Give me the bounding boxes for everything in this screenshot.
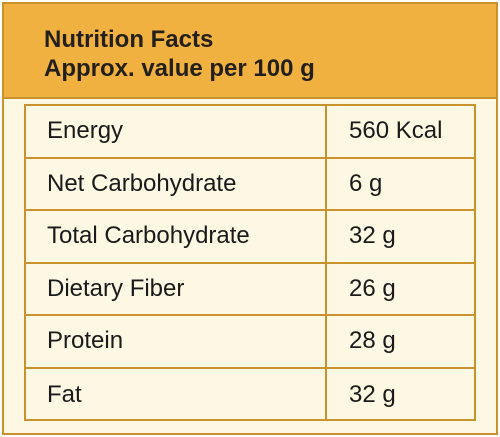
nutrient-name: Net Carbohydrate bbox=[26, 158, 327, 209]
nutrition-header: Nutrition Facts Approx. value per 100 g bbox=[4, 4, 496, 99]
nutrient-name: Energy bbox=[26, 106, 327, 157]
nutrient-value: 32 g bbox=[349, 380, 396, 408]
nutrient-value: 26 g bbox=[349, 274, 396, 302]
nutrient-value: 28 g bbox=[349, 327, 396, 355]
nutrition-title: Nutrition Facts bbox=[44, 26, 214, 53]
table-row: Energy 560 Kcal bbox=[26, 106, 474, 159]
nutrient-name: Fat bbox=[26, 368, 327, 421]
nutrient-value: 560 Kcal bbox=[349, 117, 443, 145]
nutrient-value: 6 g bbox=[349, 169, 383, 197]
table-row: Protein 28 g bbox=[26, 316, 474, 369]
table-row: Dietary Fiber 26 g bbox=[26, 263, 474, 316]
nutrition-table: Energy 560 Kcal Net Carbohydrate 6 g Tot… bbox=[24, 104, 476, 421]
table-row: Total Carbohydrate 32 g bbox=[26, 211, 474, 264]
table-row: Net Carbohydrate 6 g bbox=[26, 158, 474, 211]
nutrient-name: Protein bbox=[26, 316, 327, 367]
nutrient-name: Dietary Fiber bbox=[26, 263, 327, 314]
nutrient-name: Total Carbohydrate bbox=[26, 211, 327, 262]
nutrition-subtitle: Approx. value per 100 g bbox=[44, 55, 315, 82]
table-row: Fat 32 g bbox=[26, 368, 474, 421]
nutrient-value: 32 g bbox=[349, 222, 396, 250]
